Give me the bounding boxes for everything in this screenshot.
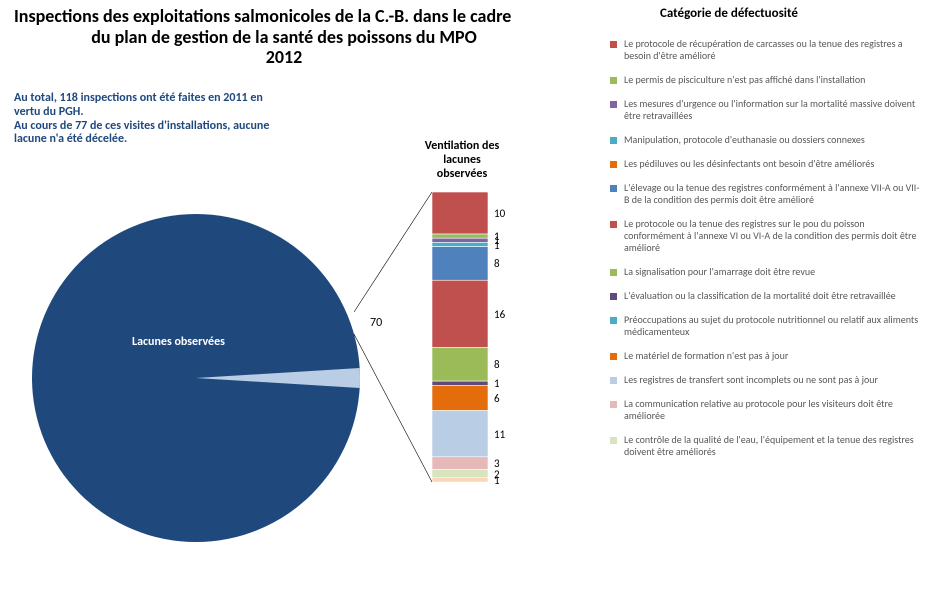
- legend-text: Le permis de pisciculture n'est pas affi…: [624, 74, 865, 86]
- stack-svg: [432, 192, 488, 482]
- legend-item: L'évaluation ou la classification de la …: [610, 290, 920, 302]
- legend-text: Préoccupations au sujet du protocole nut…: [624, 314, 920, 338]
- title-line1: Inspections des exploitations salmonicol…: [14, 6, 654, 27]
- legend-swatch: [610, 41, 617, 48]
- legend-text: L'élevage ou la tenue des registres conf…: [624, 182, 920, 206]
- legend-text: Le matériel de formation n'est pas à jou…: [624, 350, 788, 362]
- legend-swatch: [610, 269, 617, 276]
- legend-text: La signalisation pour l'amarrage doit êt…: [624, 266, 815, 278]
- legend-item: Le protocole de récupération de carcasse…: [610, 38, 920, 62]
- legend-text: Le contrôle de la qualité de l'eau, l'éq…: [624, 434, 920, 458]
- stack-value-label: 10: [494, 207, 505, 220]
- stack-value-label: 16: [494, 308, 505, 321]
- legend-item: Le protocole ou la tenue des registres s…: [610, 218, 920, 254]
- legend-swatch: [610, 437, 617, 444]
- legend-item: Les mesures d'urgence ou l'information s…: [610, 98, 920, 122]
- legend-text: Le protocole de récupération de carcasse…: [624, 38, 920, 62]
- connector-lines: [354, 190, 434, 490]
- stack-value-label: 1: [494, 377, 500, 390]
- legend-item: Le matériel de formation n'est pas à jou…: [610, 350, 920, 362]
- pie-svg: [26, 208, 366, 548]
- stacked-bar: [432, 192, 488, 487]
- pie-main-label: Lacunes observées: [132, 335, 225, 349]
- stack-title: Ventilation des lacunes observées: [417, 140, 507, 181]
- legend-swatch: [610, 353, 617, 360]
- stack-value-label: 11: [494, 428, 505, 441]
- legend-swatch: [610, 161, 617, 168]
- legend-title: Catégorie de défectuosité: [660, 6, 798, 21]
- title-line3: 2012: [14, 47, 554, 68]
- legend-swatch: [610, 401, 617, 408]
- legend-text: Manipulation, protocole d'euthanasie ou …: [624, 134, 865, 146]
- legend-swatch: [610, 137, 617, 144]
- legend-item: Le contrôle de la qualité de l'eau, l'éq…: [610, 434, 920, 458]
- legend-item: Les pédiluves ou les désinfectants ont b…: [610, 158, 920, 170]
- stack-value-label: 8: [494, 358, 500, 371]
- legend: Le protocole de récupération de carcasse…: [610, 38, 920, 470]
- legend-item: Manipulation, protocole d'euthanasie ou …: [610, 134, 920, 146]
- legend-text: L'évaluation ou la classification de la …: [624, 290, 896, 302]
- legend-swatch: [610, 77, 617, 84]
- legend-item: La communication relative au protocole p…: [610, 398, 920, 422]
- legend-item: La signalisation pour l'amarrage doit êt…: [610, 266, 920, 278]
- legend-swatch: [610, 317, 617, 324]
- legend-item: L'élevage ou la tenue des registres conf…: [610, 182, 920, 206]
- legend-swatch: [610, 101, 617, 108]
- stack-value-label: 1: [494, 239, 500, 252]
- stack-value-label: 1: [494, 474, 500, 487]
- legend-text: La communication relative au protocole p…: [624, 398, 920, 422]
- legend-item: Le permis de pisciculture n'est pas affi…: [610, 74, 920, 86]
- stack-value-label: 6: [494, 392, 500, 405]
- pie-chart: [26, 208, 366, 553]
- chart-title: Inspections des exploitations salmonicol…: [14, 6, 654, 68]
- legend-swatch: [610, 221, 617, 228]
- legend-text: Le protocole ou la tenue des registres s…: [624, 218, 920, 254]
- legend-swatch: [610, 293, 617, 300]
- title-line2: du plan de gestion de la santé des poiss…: [14, 27, 554, 48]
- legend-text: Les registres de transfert sont incomple…: [624, 374, 878, 386]
- legend-text: Les mesures d'urgence ou l'information s…: [624, 98, 920, 122]
- legend-item: Les registres de transfert sont incomple…: [610, 374, 920, 386]
- legend-item: Préoccupations au sujet du protocole nut…: [610, 314, 920, 338]
- legend-swatch: [610, 185, 617, 192]
- stack-value-label: 8: [494, 257, 500, 270]
- legend-text: Les pédiluves ou les désinfectants ont b…: [624, 158, 874, 170]
- legend-swatch: [610, 377, 617, 384]
- summary-text: Au total, 118 inspections ont été faites…: [14, 92, 274, 147]
